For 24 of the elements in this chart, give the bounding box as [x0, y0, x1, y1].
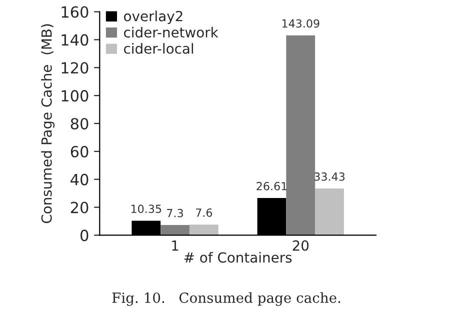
x-tick-label: 1 [172, 240, 178, 251]
data-label: 7.3 [167, 208, 183, 218]
bar [286, 35, 316, 236]
x-axis-title: # of Containers [184, 252, 292, 263]
y-tick-label: 100 [62, 90, 88, 102]
bar [315, 188, 344, 236]
data-label: 7.6 [196, 208, 212, 217]
data-label: 10.35 [131, 204, 162, 214]
bar [160, 225, 190, 236]
y-tick-label: 160 [62, 6, 88, 18]
y-tick-label: 20 [70, 202, 88, 214]
legend-label: overlay2 [124, 10, 182, 24]
y-tick-label: 140 [62, 34, 88, 46]
y-tick-label: 120 [62, 62, 88, 74]
legend-label: cider-network [124, 26, 218, 38]
y-tick-label: 80 [70, 118, 88, 130]
y-tick-label: 0 [80, 230, 88, 242]
bar [189, 224, 218, 236]
y-tick-label: 40 [70, 174, 88, 186]
legend-label: cider-local [124, 43, 194, 54]
data-label: 143.09 [282, 19, 320, 28]
y-tick-label: 60 [70, 146, 88, 158]
caption: Fig. 10. Consumed page cache. [112, 292, 340, 306]
y-axis-title: Consumed Page Cache (MB) [41, 24, 55, 224]
